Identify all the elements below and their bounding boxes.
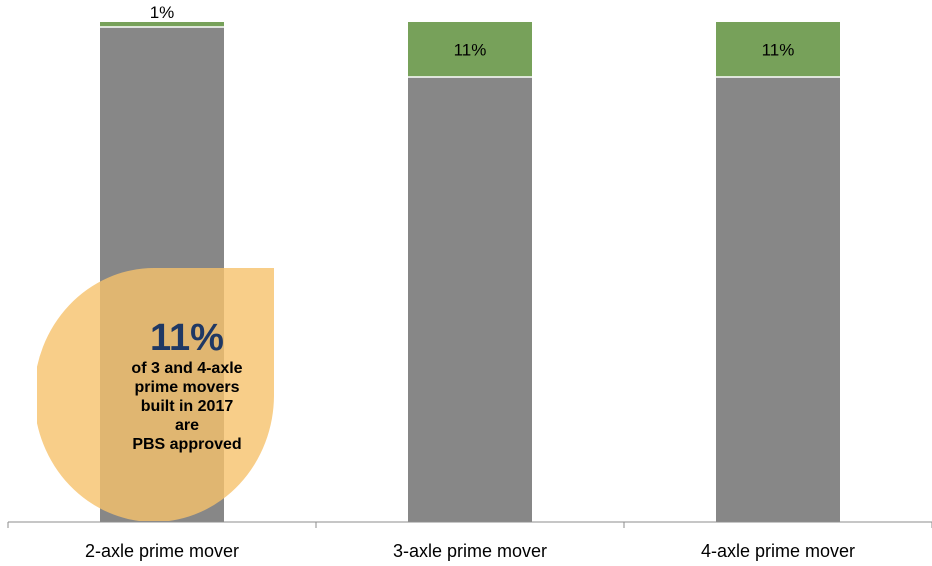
bar-3-data-label: 11% bbox=[762, 41, 795, 60]
x-tick-label-3: 4-axle prime mover bbox=[701, 541, 855, 561]
bar-3-segment-1 bbox=[716, 77, 840, 522]
x-tick-label-2: 3-axle prime mover bbox=[393, 541, 547, 561]
bar-2-data-label: 11% bbox=[454, 41, 487, 60]
x-tick-label-1: 2-axle prime mover bbox=[85, 541, 239, 561]
bar-2-segment-1 bbox=[408, 77, 532, 522]
bar-1-segment-2 bbox=[100, 22, 224, 27]
bar-3-segment-2 bbox=[716, 22, 840, 77]
bar-1-data-label: 1% bbox=[150, 3, 175, 22]
bar-1-segment-1 bbox=[100, 27, 224, 522]
bar-2-segment-2 bbox=[408, 22, 532, 77]
